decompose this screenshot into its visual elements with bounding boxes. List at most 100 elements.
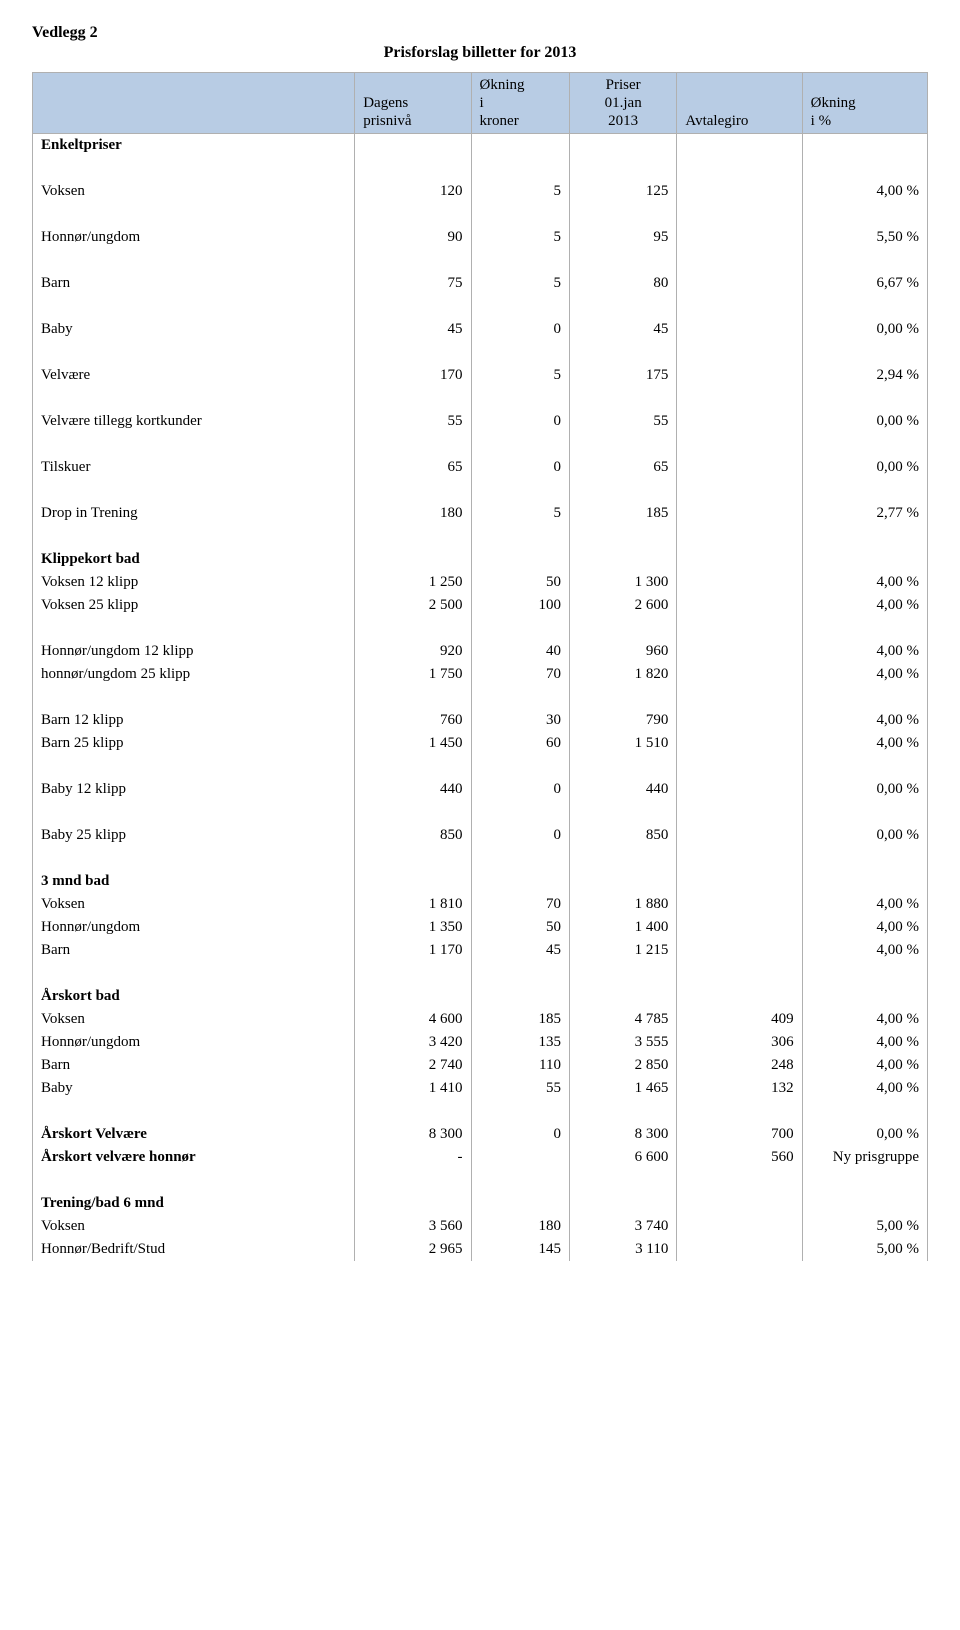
row-increase-kr: 5 — [471, 272, 569, 295]
row-new-price: 3 555 — [569, 1031, 676, 1054]
row-avtalegiro — [677, 456, 802, 479]
row-avtalegiro — [677, 364, 802, 387]
row-avtalegiro — [677, 180, 802, 203]
row-increase-kr: 185 — [471, 1008, 569, 1031]
row-avtalegiro — [677, 893, 802, 916]
row-avtalegiro: 700 — [677, 1123, 802, 1146]
row-current: 760 — [355, 709, 471, 732]
spacer-row — [33, 755, 928, 778]
row-avtalegiro — [677, 502, 802, 525]
row-avtalegiro — [677, 594, 802, 617]
spacer-row — [33, 157, 928, 180]
row-label: Velvære — [33, 364, 355, 387]
row-new-price: 95 — [569, 226, 676, 249]
row-increase-pct: 4,00 % — [802, 1031, 927, 1054]
row-label: Voksen 12 klipp — [33, 571, 355, 594]
row-label: Årskort Velvære — [33, 1123, 355, 1146]
row-avtalegiro — [677, 663, 802, 686]
row-avtalegiro — [677, 318, 802, 341]
row-increase-kr: 110 — [471, 1054, 569, 1077]
row-label: Tilskuer — [33, 456, 355, 479]
row-avtalegiro — [677, 939, 802, 962]
spacer-row — [33, 1169, 928, 1192]
row-label: Baby — [33, 1077, 355, 1100]
row-current: 4 600 — [355, 1008, 471, 1031]
row-new-price: 1 820 — [569, 663, 676, 686]
table-row: Baby450450,00 % — [33, 318, 928, 341]
row-label: Barn — [33, 272, 355, 295]
row-increase-kr: 0 — [471, 318, 569, 341]
row-avtalegiro — [677, 226, 802, 249]
col-header-increase-kr: Økning i kroner — [471, 73, 569, 134]
spacer-row — [33, 1100, 928, 1123]
row-increase-pct: 4,00 % — [802, 916, 927, 939]
row-label: Voksen — [33, 1215, 355, 1238]
row-new-price: 65 — [569, 456, 676, 479]
row-label: Honnør/ungdom — [33, 916, 355, 939]
row-increase-pct: 5,00 % — [802, 1215, 927, 1238]
row-new-price: 850 — [569, 824, 676, 847]
row-current: 2 500 — [355, 594, 471, 617]
table-row: Baby 12 klipp44004400,00 % — [33, 778, 928, 801]
row-label: Baby 25 klipp — [33, 824, 355, 847]
table-row: Baby1 410551 4651324,00 % — [33, 1077, 928, 1100]
row-new-price: 1 300 — [569, 571, 676, 594]
row-new-price: 3 110 — [569, 1238, 676, 1261]
table-row: Barn755806,67 % — [33, 272, 928, 295]
row-new-price: 790 — [569, 709, 676, 732]
row-current: 1 170 — [355, 939, 471, 962]
spacer-row — [33, 686, 928, 709]
spacer-row — [33, 249, 928, 272]
row-current: 850 — [355, 824, 471, 847]
row-new-price: 960 — [569, 640, 676, 663]
spacer-row — [33, 801, 928, 824]
row-current: 8 300 — [355, 1123, 471, 1146]
row-current: - — [355, 1146, 471, 1169]
row-current: 120 — [355, 180, 471, 203]
table-row: Velvære17051752,94 % — [33, 364, 928, 387]
section-header-row: Årskort bad — [33, 985, 928, 1008]
row-label: Voksen — [33, 1008, 355, 1031]
row-increase-pct: 4,00 % — [802, 571, 927, 594]
row-increase-pct: 0,00 % — [802, 456, 927, 479]
section-header-row: Enkeltpriser — [33, 134, 928, 158]
row-current: 90 — [355, 226, 471, 249]
section-header-row: Klippekort bad — [33, 548, 928, 571]
section-header-row: 3 mnd bad — [33, 870, 928, 893]
row-avtalegiro — [677, 410, 802, 433]
row-increase-pct: 0,00 % — [802, 824, 927, 847]
table-row: Voksen3 5601803 7405,00 % — [33, 1215, 928, 1238]
spacer-row — [33, 847, 928, 870]
row-increase-kr: 40 — [471, 640, 569, 663]
row-new-price: 2 600 — [569, 594, 676, 617]
row-increase-pct: 4,00 % — [802, 640, 927, 663]
col-header-increase-pct: Økning i % — [802, 73, 927, 134]
row-new-price: 125 — [569, 180, 676, 203]
row-increase-kr: 55 — [471, 1077, 569, 1100]
spacer-row — [33, 525, 928, 548]
row-increase-pct: 4,00 % — [802, 709, 927, 732]
row-new-price: 80 — [569, 272, 676, 295]
spacer-row — [33, 341, 928, 364]
table-header-row: Dagens prisnivå Økning i kroner Priser 0… — [33, 73, 928, 134]
row-avtalegiro — [677, 1215, 802, 1238]
table-row: Voksen1 810701 8804,00 % — [33, 893, 928, 916]
row-label: Honnør/ungdom — [33, 226, 355, 249]
row-avtalegiro: 560 — [677, 1146, 802, 1169]
table-row: Voksen12051254,00 % — [33, 180, 928, 203]
row-increase-kr: 50 — [471, 916, 569, 939]
row-increase-pct: 4,00 % — [802, 1077, 927, 1100]
row-current: 1 410 — [355, 1077, 471, 1100]
table-row: Velvære tillegg kortkunder550550,00 % — [33, 410, 928, 433]
row-increase-kr: 0 — [471, 1123, 569, 1146]
row-increase-kr: 5 — [471, 226, 569, 249]
spacer-row — [33, 962, 928, 985]
row-increase-pct: 4,00 % — [802, 939, 927, 962]
row-current: 45 — [355, 318, 471, 341]
section-title: Enkeltpriser — [33, 134, 355, 158]
row-label: Drop in Trening — [33, 502, 355, 525]
row-increase-kr: 60 — [471, 732, 569, 755]
row-new-price: 3 740 — [569, 1215, 676, 1238]
table-row: Barn2 7401102 8502484,00 % — [33, 1054, 928, 1077]
row-current: 65 — [355, 456, 471, 479]
